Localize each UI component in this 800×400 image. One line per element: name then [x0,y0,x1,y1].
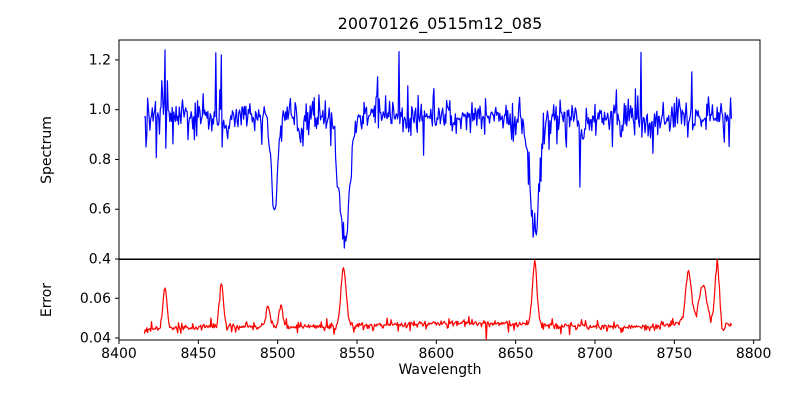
error-panel-frame [118,259,761,341]
x-tick-label: 8450 [181,346,217,362]
y-tick-label: 0.4 [89,252,111,268]
x-tick-label: 8600 [419,346,455,362]
y-tick-label: 0.8 [89,152,111,168]
x-tick-label: 8500 [260,346,296,362]
x-tick-label: 8750 [657,346,693,362]
x-tick-label: 8700 [577,346,613,362]
x-axis-label: Wavelength [398,362,482,378]
y-tick-label: 0.04 [80,331,111,347]
chart-title: 20070126_0515m12_085 [337,14,543,33]
y-tick-label: 0.06 [80,291,111,307]
y-tick-label: 0.6 [89,202,111,218]
y-tick-label: 1.0 [89,102,111,118]
x-tick-label: 8400 [101,346,137,362]
error-line [143,259,732,340]
x-tick-label: 8800 [736,346,772,362]
spectrum-line [143,49,732,249]
x-tick-label: 8650 [498,346,534,362]
x-tick-label: 8550 [339,346,375,362]
y-tick-label: 1.2 [89,52,111,68]
spectrum-axis-label: Spectrum [39,116,55,184]
error-axis-label: Error [39,282,55,318]
